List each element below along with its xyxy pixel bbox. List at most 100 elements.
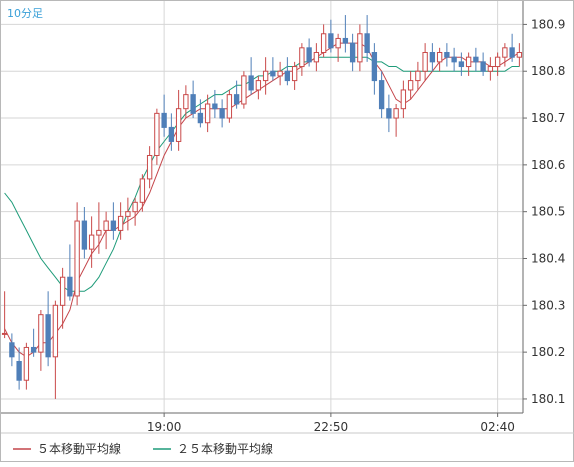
candle: [1, 291, 8, 339]
candle: [110, 202, 117, 240]
candle: [175, 89, 182, 151]
x-tick-label: 22:50: [314, 420, 349, 434]
candle-body: [59, 276, 66, 306]
candle-body: [146, 155, 153, 180]
candle: [139, 174, 146, 212]
candle: [59, 267, 66, 329]
candle-body: [364, 33, 370, 53]
axis-layer: 180.9 180.8 180.7 180.6 180.5 180.4 180.3 180.2…: [1, 1, 574, 434]
candle-body: [473, 56, 479, 63]
candle: [9, 333, 15, 367]
legend-layer: ５本移動平均線 ２５本移動平均線: [13, 441, 273, 456]
candle: [407, 71, 414, 100]
y-tick-label: 180.1: [531, 392, 565, 406]
candle-body: [45, 314, 51, 358]
candle: [291, 61, 298, 90]
candle: [52, 300, 59, 399]
candle-body: [320, 33, 327, 53]
candle-body: [371, 52, 378, 82]
candle-body: [96, 229, 102, 236]
candle: [219, 99, 225, 128]
candle: [458, 52, 465, 76]
y-tick-label: 180.7: [531, 111, 565, 125]
candle: [473, 47, 479, 72]
candle-body: [284, 70, 291, 82]
candle: [335, 33, 341, 62]
y-tick-label: 180.5: [531, 205, 565, 219]
candle: [393, 104, 399, 137]
candle-body: [1, 332, 8, 335]
candle-body: [328, 33, 334, 49]
candle-body: [110, 220, 117, 231]
candle-body: [444, 52, 450, 58]
candle: [451, 47, 457, 72]
candle-body: [125, 211, 131, 217]
candle: [262, 57, 269, 95]
candle: [38, 310, 44, 371]
candle-body: [38, 314, 44, 353]
candle: [342, 15, 349, 53]
candle-body: [465, 56, 472, 68]
candle-body: [400, 89, 407, 110]
candle-body: [299, 47, 305, 68]
candle-body: [233, 94, 240, 105]
candle: [146, 146, 153, 189]
candle-body: [509, 47, 515, 58]
candle-body: [502, 47, 508, 58]
candle-body: [306, 47, 312, 63]
candle: [516, 43, 523, 67]
candle: [415, 61, 421, 90]
candle-body: [52, 304, 59, 358]
candle: [422, 43, 428, 81]
candle-body: [313, 52, 320, 63]
candle: [465, 52, 472, 76]
candle: [96, 202, 102, 254]
candle-body: [241, 75, 247, 105]
candle: [284, 57, 291, 86]
y-tick-label: 180.8: [531, 64, 565, 78]
candle-body: [81, 220, 88, 250]
candle-body: [335, 37, 341, 49]
candle-body: [74, 220, 80, 297]
candle: [103, 211, 109, 250]
candle: [226, 89, 233, 123]
candle: [509, 33, 515, 62]
legend-label: ５本移動平均線: [37, 441, 121, 456]
candle: [320, 24, 327, 58]
candle-body: [16, 361, 22, 381]
candle-body: [197, 112, 204, 124]
candle-body: [291, 66, 298, 82]
y-tick-label: 180.4: [531, 252, 565, 266]
candle: [364, 15, 370, 62]
candle-body: [117, 215, 124, 231]
candle-body: [67, 276, 73, 297]
candle: [30, 328, 37, 357]
y-tick-label: 180.9: [531, 17, 565, 31]
candle: [88, 216, 95, 268]
candle-body: [451, 56, 457, 63]
candle-body: [429, 52, 436, 63]
candle-body: [204, 103, 211, 124]
candle: [197, 99, 204, 128]
candle: [204, 94, 211, 133]
candle: [67, 244, 73, 301]
y-tick-label: 180.6: [531, 158, 565, 172]
candle: [487, 57, 494, 81]
candle-body: [415, 70, 421, 82]
candle: [270, 57, 276, 81]
candle-body: [386, 108, 392, 119]
candle-body: [161, 112, 167, 128]
candle-body: [480, 61, 486, 72]
candle: [299, 43, 305, 76]
candle: [190, 80, 196, 119]
candle: [74, 202, 80, 306]
ma5-line: [4, 42, 520, 358]
candle: [436, 47, 443, 72]
candle-body: [132, 201, 138, 213]
candle: [154, 108, 160, 165]
candle: [371, 43, 378, 95]
legend-label: ２５本移動平均線: [177, 441, 273, 456]
candle-body: [212, 103, 218, 110]
candle-body: [226, 94, 233, 119]
